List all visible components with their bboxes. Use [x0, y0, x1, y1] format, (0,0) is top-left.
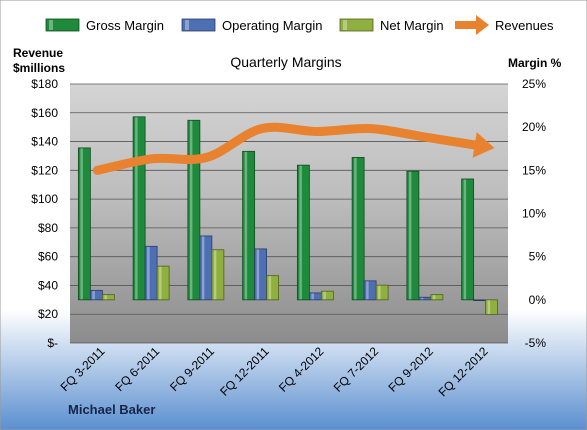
bar-highlight [244, 151, 248, 300]
right-tick-label: 10% [522, 207, 546, 221]
legend-swatch-highlight [185, 20, 189, 30]
left-tick-label: $80 [38, 221, 58, 235]
bar-operating-margin [254, 248, 268, 301]
right-axis-title: Margin % [508, 56, 562, 70]
bar-net-margin [266, 275, 280, 301]
bar-net-margin [211, 249, 225, 301]
bar-net-margin [375, 284, 389, 301]
bar-net-margin [156, 265, 170, 301]
left-axis-title-line2: $millions [13, 61, 65, 75]
left-tick-label: $- [47, 336, 58, 350]
left-tick-label: $100 [31, 192, 58, 206]
bars [77, 116, 499, 315]
revenue-arrowhead [472, 132, 495, 158]
legend-label: Net Margin [380, 18, 444, 33]
bar-highlight [311, 293, 314, 300]
bar-net-margin [320, 290, 334, 301]
bar-net-margin [101, 294, 115, 301]
bar-highlight [299, 165, 302, 300]
bar-highlight [463, 179, 467, 300]
bar-highlight [366, 281, 369, 300]
legend-swatch [339, 18, 374, 32]
left-axis-ticks: $- $20 $40 $60 $80 $100 $120 $140 $160 $180 [31, 77, 58, 350]
bar-highlight [256, 249, 260, 300]
legend-swatch [45, 18, 80, 32]
legend-label: Gross Margin [86, 18, 164, 33]
bar-highlight [408, 171, 412, 300]
bar-net-margin [430, 294, 444, 301]
legend: Gross Margin Operating Margin Net Margin Re… [45, 15, 554, 35]
legend-swatch [181, 18, 216, 32]
right-axis-ticks: -5% 0% 5% 10% 15% 20% 25% [522, 77, 546, 350]
bar-net-margin [485, 299, 499, 315]
bar-operating-margin [473, 299, 487, 302]
bar-gross-margin [132, 116, 146, 301]
left-tick-label: $180 [31, 77, 58, 91]
legend-swatch-highlight [49, 20, 53, 30]
bar-highlight [159, 266, 162, 300]
bar-highlight [378, 285, 381, 300]
right-tick-label: 20% [522, 120, 546, 134]
bar-operating-margin [199, 235, 213, 301]
left-axis-title-line1: Revenue [13, 46, 63, 60]
bar-highlight [323, 291, 326, 300]
bar-highlight [147, 246, 150, 300]
bar-gross-margin [296, 164, 310, 301]
left-tick-label: $140 [31, 135, 58, 149]
legend-label: Revenues [495, 18, 554, 33]
bar-gross-margin [242, 150, 256, 301]
bar-highlight [213, 250, 217, 300]
bar-highlight [354, 157, 357, 300]
left-tick-label: $120 [31, 163, 58, 177]
legend-label: Operating Margin [222, 18, 322, 33]
bar-highlight [104, 295, 107, 300]
left-tick-label: $160 [31, 106, 58, 120]
left-tick-label: $20 [38, 307, 58, 321]
bar-gross-margin [406, 170, 420, 301]
bar-highlight [201, 236, 205, 300]
left-tick-label: $40 [38, 278, 58, 292]
bar-highlight [432, 295, 436, 300]
right-tick-label: -5% [525, 336, 547, 350]
bar-gross-margin [77, 147, 91, 301]
bar-gross-margin [187, 119, 201, 301]
chart-title: Quarterly Margins [230, 54, 341, 70]
right-tick-label: 0% [529, 293, 547, 307]
bar-highlight [487, 300, 491, 315]
bar-gross-margin [461, 178, 475, 301]
bar-highlight [135, 117, 138, 300]
bar-gross-margin [351, 156, 365, 301]
right-tick-label: 15% [522, 163, 546, 177]
bar-highlight [189, 120, 193, 300]
legend-swatch-arrow [476, 15, 489, 35]
bar-highlight [92, 290, 95, 300]
author-name: Michael Baker [68, 402, 155, 417]
left-tick-label: $60 [38, 250, 58, 264]
bar-highlight [80, 148, 83, 300]
legend-swatch-highlight [343, 20, 347, 30]
bar-operating-margin [418, 296, 432, 301]
bar-highlight [268, 276, 272, 300]
revenue-line [92, 122, 495, 175]
bar-operating-margin [144, 245, 158, 301]
right-tick-label: 25% [522, 77, 546, 91]
right-tick-label: 5% [529, 250, 547, 264]
bar-operating-margin [89, 289, 103, 301]
bar-operating-margin [363, 280, 377, 301]
revenue-series-line [92, 122, 486, 175]
bar-operating-margin [308, 292, 322, 301]
bar-highlight [420, 297, 424, 300]
